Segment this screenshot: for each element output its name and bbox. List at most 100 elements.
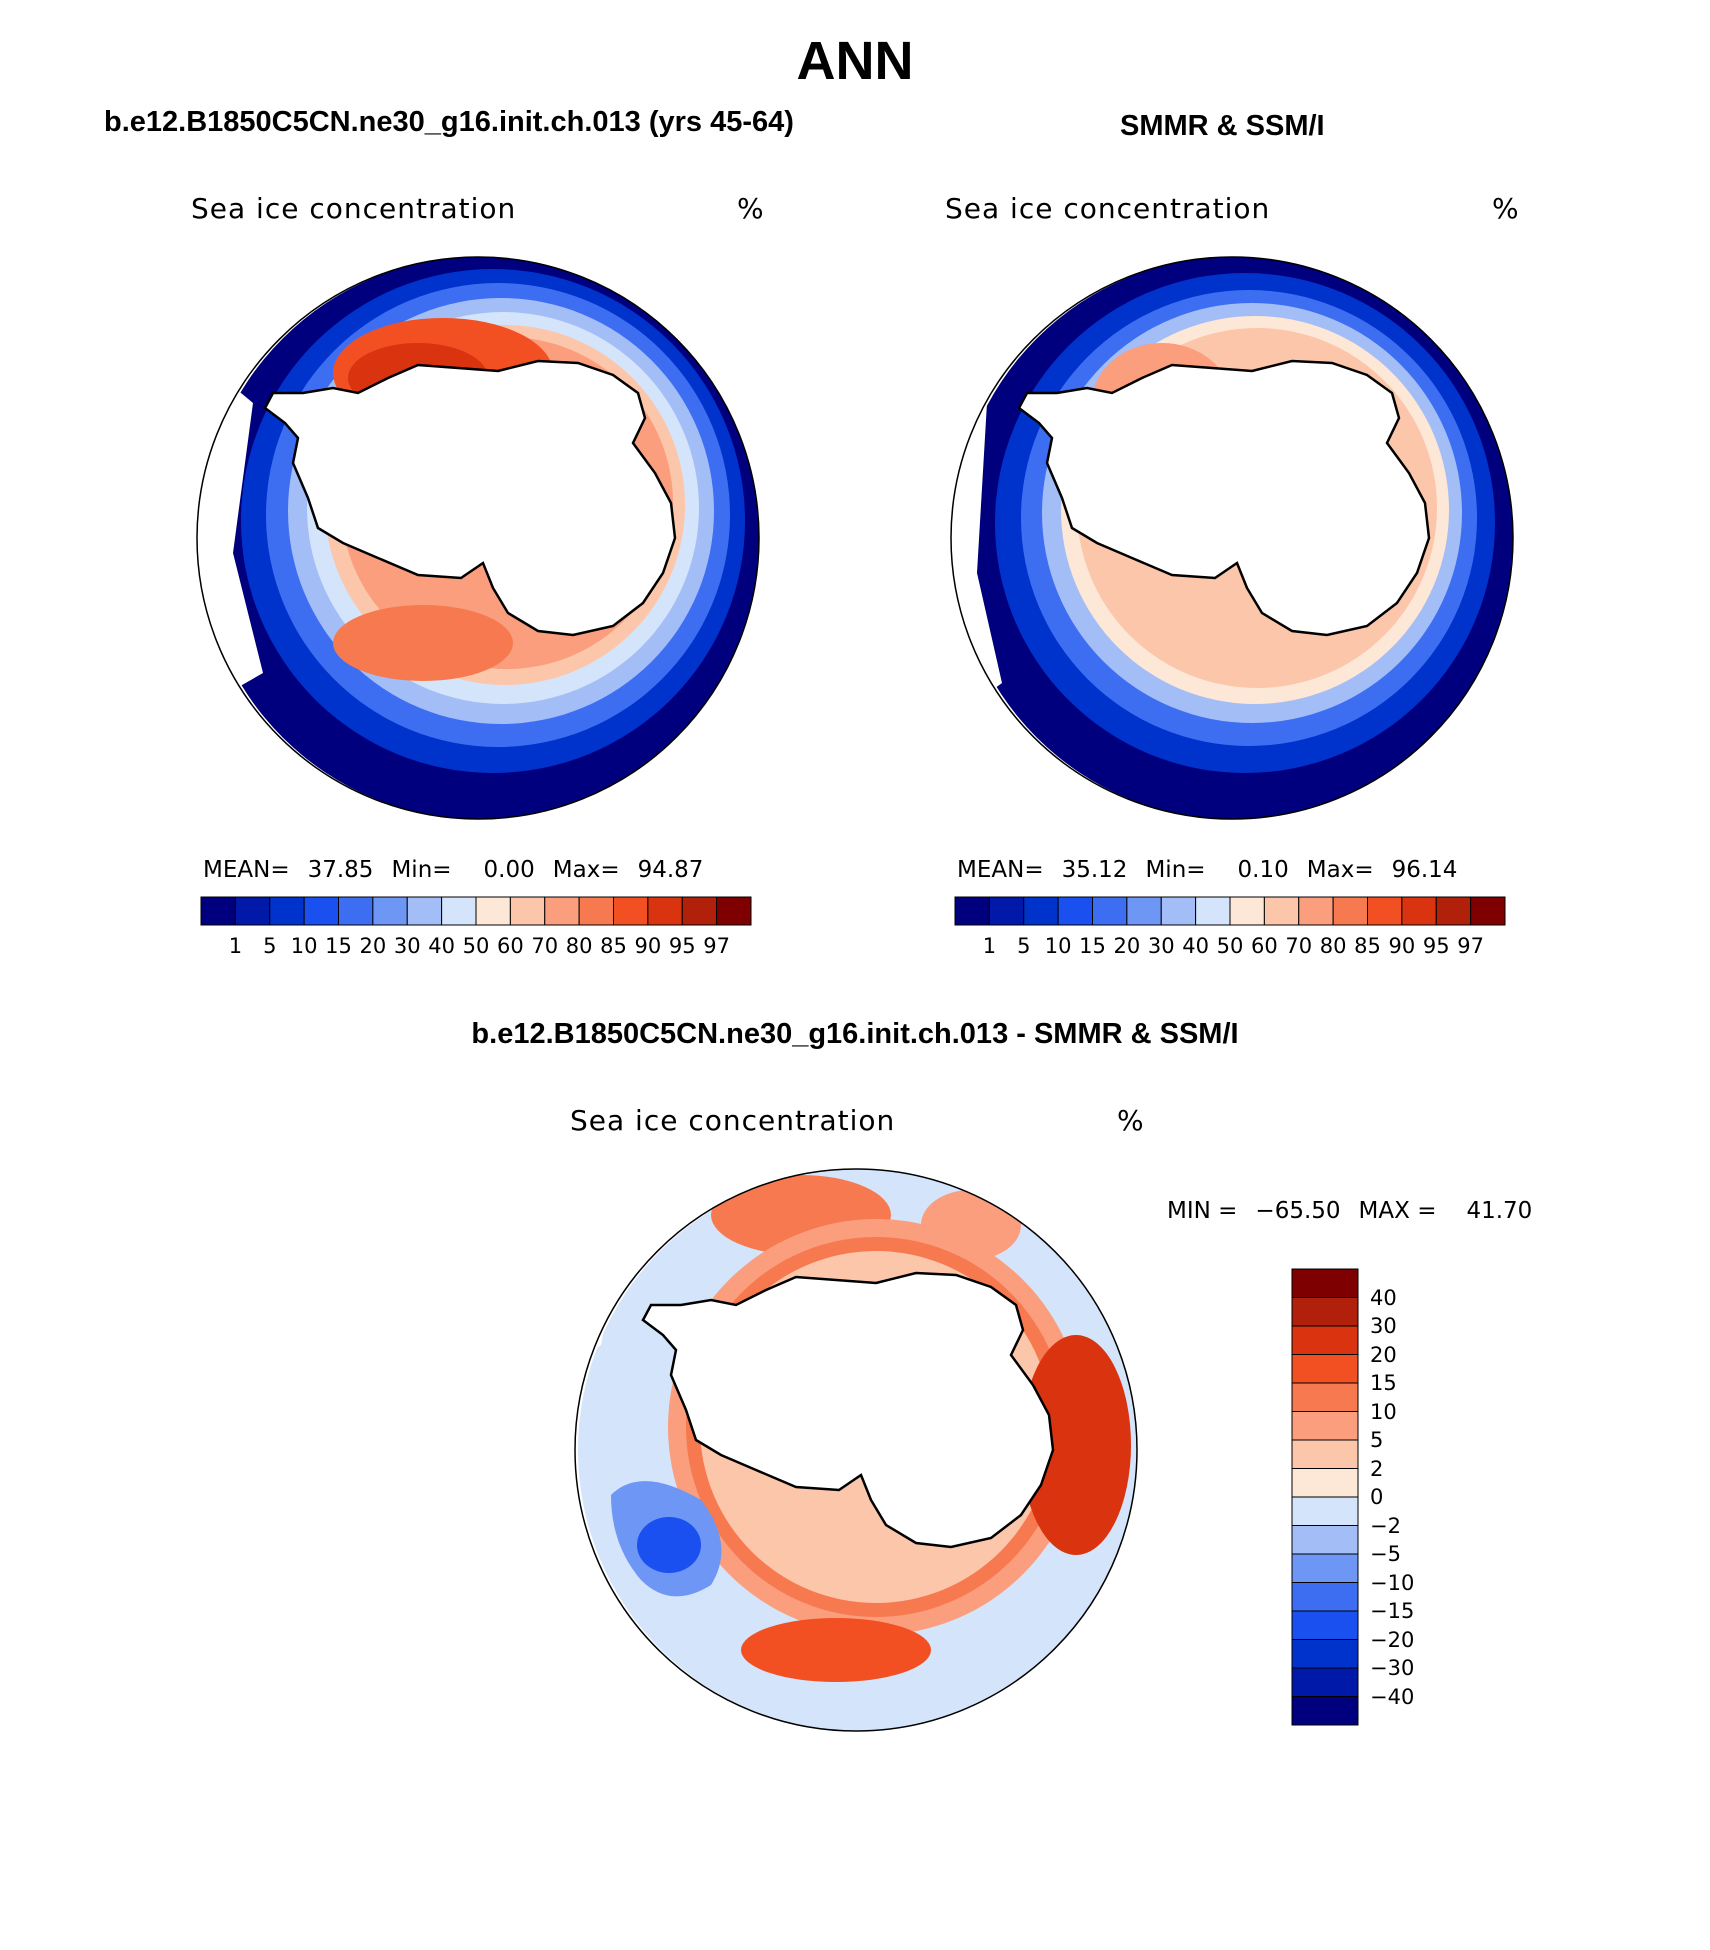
obs-variable-label: Sea ice concentration (945, 192, 1271, 225)
obs-colorbar-tick-label: 95 (1422, 934, 1450, 958)
obs-antarctica-landmass (1017, 359, 1431, 637)
obs-colorbar-tick-label: 15 (1079, 934, 1106, 958)
model-colorbar-swatch (544, 896, 580, 926)
obs-mean-label: MEAN= (957, 857, 1044, 883)
model-colorbar-tick-label: 60 (497, 934, 524, 958)
obs-colorbar-tick-label: 5 (1017, 934, 1031, 958)
obs-stats: MEAN= 35.12 Min= 0.10 Max= 96.14 (957, 857, 1475, 883)
obs-colorbar-tick-label: 60 (1251, 934, 1278, 958)
diff-colorbar-swatch (1291, 1354, 1359, 1384)
diff-colorbar-swatch (1291, 1582, 1359, 1612)
diff-colorbar-tick-label: −15 (1370, 1599, 1415, 1623)
obs-colorbar-tick-label: 80 (1319, 934, 1347, 958)
diff-stats: MIN = −65.50 MAX = 41.70 (1167, 1198, 1550, 1224)
model-colorbar-tick-label: 80 (565, 934, 593, 958)
model-colorbar-swatch (406, 896, 443, 926)
obs-colorbar-swatch (1435, 896, 1472, 926)
model-colorbar-swatch (475, 896, 511, 926)
model-colorbar-swatch (338, 896, 374, 926)
model-max-value: 94.87 (637, 857, 704, 883)
diff-colorbar-swatch (1291, 1439, 1359, 1469)
diff-colorbar-swatch (1291, 1268, 1359, 1298)
obs-max-label: Max= (1306, 857, 1374, 883)
diff-colorbar-swatch (1291, 1382, 1359, 1412)
model-variable-label: Sea ice concentration (191, 192, 517, 225)
diff-colorbar-swatch (1291, 1696, 1359, 1726)
diff-max-label: MAX = (1358, 1198, 1437, 1224)
model-colorbar-swatch (509, 896, 546, 926)
model-polar-map (196, 256, 760, 820)
model-colorbar-swatch (647, 896, 683, 926)
model-colorbar-swatch (578, 896, 614, 926)
obs-colorbar-swatch (954, 896, 990, 926)
obs-colorbar-swatch (1298, 896, 1334, 926)
model-colorbar-tick-label: 95 (668, 934, 696, 958)
obs-colorbar-swatch (1367, 896, 1403, 926)
obs-colorbar-tick-label: 10 (1044, 934, 1072, 958)
model-panel-title: b.e12.B1850C5CN.ne30_g16.init.ch.013 (yr… (104, 106, 794, 138)
obs-colorbar-tick-label: 20 (1113, 934, 1141, 958)
diff-min-value: −65.50 (1255, 1198, 1341, 1224)
obs-colorbar-swatch (1195, 896, 1231, 926)
model-colorbar-tick-label: 1 (228, 934, 243, 958)
model-colorbar-tick-label: 5 (263, 934, 277, 958)
diff-colorbar-swatch (1291, 1325, 1359, 1355)
diff-colorbar-ticks: −40 −30 −20 −15 −10 −5 −2 0 2 5 10 15 20 30 40 (1370, 1269, 1450, 1725)
model-colorbar-tick-label: 15 (325, 934, 352, 958)
model-mean-value: 37.85 (307, 857, 374, 883)
model-colorbar (200, 896, 752, 926)
figure-title: ANN (796, 31, 914, 91)
model-min-value: 0.00 (483, 857, 535, 883)
diff-colorbar-swatch (1291, 1468, 1359, 1498)
model-colorbar-swatch (200, 896, 236, 926)
model-colorbar-swatch (716, 896, 752, 926)
obs-colorbar-swatch (1023, 896, 1059, 926)
obs-units-label: % (1492, 192, 1519, 225)
diff-colorbar-tick-label: 0 (1370, 1485, 1384, 1509)
diff-colorbar-tick-label: 10 (1370, 1399, 1397, 1424)
diff-polar-map (574, 1168, 1138, 1732)
obs-colorbar-tick-label: 70 (1285, 934, 1313, 958)
model-mean-label: MEAN= (203, 857, 290, 883)
model-colorbar-swatch (681, 896, 718, 926)
obs-max-value: 96.14 (1391, 857, 1458, 883)
diff-colorbar-tick-label: 40 (1370, 1285, 1397, 1310)
obs-colorbar-tick-label: 1 (982, 934, 997, 958)
model-antarctica-landmass (263, 359, 677, 637)
model-colorbar-tick-label: 20 (359, 934, 387, 958)
obs-min-label: Min= (1145, 857, 1206, 883)
obs-colorbar-tick-label: 85 (1354, 934, 1381, 958)
obs-colorbar-swatch (988, 896, 1025, 926)
model-stats: MEAN= 37.85 Min= 0.00 Max= 94.87 (203, 857, 721, 883)
model-colorbar-tick-label: 97 (703, 934, 730, 958)
diff-colorbar-tick-label: −2 (1370, 1513, 1401, 1538)
obs-colorbar-tick-label: 30 (1147, 934, 1175, 958)
obs-colorbar-tick-label: 90 (1388, 934, 1416, 958)
diff-units-label: % (1117, 1104, 1144, 1137)
obs-colorbar-swatch (1092, 896, 1128, 926)
obs-colorbar-ticks: 1 5 10 15 20 30 40 50 60 70 80 85 90 95 97 (955, 934, 1505, 964)
diff-colorbar-tick-label: 15 (1370, 1371, 1397, 1395)
model-colorbar-tick-label: 10 (290, 934, 318, 958)
obs-polar-map (950, 256, 1514, 820)
diff-colorbar-tick-label: 20 (1370, 1342, 1397, 1367)
model-units-label: % (737, 192, 764, 225)
diff-colorbar-tick-label: 2 (1370, 1456, 1384, 1481)
model-colorbar-ticks: 1 5 10 15 20 30 40 50 60 70 80 85 90 95 97 (201, 934, 751, 964)
diff-min-label: MIN = (1167, 1198, 1238, 1224)
obs-colorbar-swatch (1470, 896, 1506, 926)
obs-min-value: 0.10 (1237, 857, 1289, 883)
obs-colorbar (954, 896, 1506, 926)
diff-colorbar-swatch (1291, 1667, 1359, 1697)
diff-colorbar-swatch (1291, 1297, 1359, 1327)
model-colorbar-tick-label: 85 (600, 934, 627, 958)
obs-colorbar-tick-label: 50 (1216, 934, 1244, 958)
model-colorbar-swatch (234, 896, 271, 926)
model-colorbar-tick-label: 30 (393, 934, 421, 958)
diff-colorbar-swatch (1291, 1639, 1359, 1669)
diff-colorbar-swatch (1291, 1525, 1359, 1555)
obs-colorbar-tick-label: 97 (1457, 934, 1484, 958)
obs-colorbar-swatch (1057, 896, 1093, 926)
diff-colorbar-tick-label: −5 (1370, 1542, 1401, 1566)
obs-colorbar-swatch (1126, 896, 1162, 926)
